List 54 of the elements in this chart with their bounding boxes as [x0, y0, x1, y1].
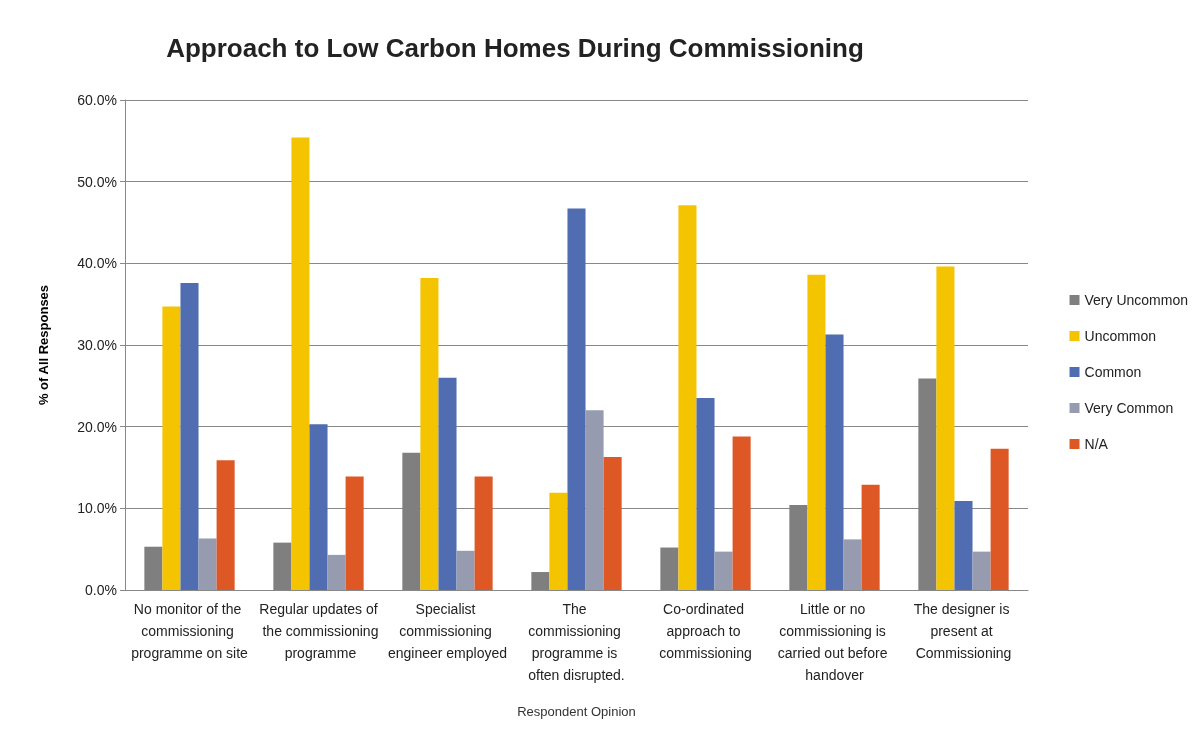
bar: [216, 460, 235, 590]
legend-label: N/A: [1084, 436, 1109, 452]
y-tick-label: 0.0%: [85, 582, 117, 598]
legend-label: Common: [1084, 364, 1142, 380]
y-tick-label: 50.0%: [77, 173, 117, 190]
bar: [567, 208, 586, 590]
x-axis-title: Respondent Opinion: [517, 704, 636, 719]
bar: [345, 476, 364, 590]
bar: [198, 538, 217, 590]
bar: [438, 377, 457, 590]
y-tick-label: 10.0%: [77, 500, 117, 517]
bar: [936, 266, 955, 590]
bar: [273, 542, 292, 590]
bar: [972, 551, 991, 590]
bar: [861, 484, 880, 590]
y-tick-label: 60.0%: [77, 92, 117, 108]
bar: [162, 306, 181, 590]
bar: [549, 492, 568, 590]
bar: [696, 398, 715, 590]
legend-label: Uncommon: [1084, 328, 1157, 344]
bar: [732, 436, 751, 590]
chart-title: Approach to Low Carbon Homes During Commissioning: [166, 33, 864, 63]
y-axis-title: % of All Responses: [36, 284, 51, 406]
bar: [180, 282, 199, 590]
bar: [327, 554, 346, 590]
x-tick-label: No monitor of the commissioning programme on site: [131, 601, 249, 661]
bar: [291, 137, 310, 590]
bar: [954, 500, 973, 590]
y-tick-label: 30.0%: [77, 337, 117, 353]
bar: [825, 334, 844, 590]
bar: [531, 572, 550, 590]
x-tick-label: Little or no commissioning is carried out before handover: [777, 601, 892, 683]
y-tick-label: 40.0%: [77, 255, 117, 272]
bar: [309, 424, 328, 590]
bar: [678, 205, 697, 590]
legend-label: Very Common: [1084, 400, 1174, 416]
bar: [807, 274, 826, 590]
bar: [603, 456, 622, 590]
bar: [585, 410, 604, 590]
x-tick-label: Regular updates of the commissioning programme: [258, 601, 379, 661]
y-tick-label: 20.0%: [77, 418, 117, 435]
bar: [660, 547, 679, 590]
x-tick-label: The designer is present at Commissioning: [913, 601, 1014, 661]
x-tick-label: The commissioning programme is often disrupted.: [528, 601, 625, 683]
x-tick-label: Specialist commissioning engineer employed: [387, 601, 508, 661]
bar: [714, 551, 733, 590]
bar: [456, 550, 475, 590]
bar: [420, 278, 439, 590]
legend-label: Very Uncommon: [1084, 292, 1188, 308]
bar: [990, 448, 1009, 590]
bar: [474, 476, 493, 590]
bar: [843, 539, 862, 590]
x-tick-label: Co-ordinated approach to commissioning: [659, 601, 752, 661]
bar: [144, 546, 163, 590]
